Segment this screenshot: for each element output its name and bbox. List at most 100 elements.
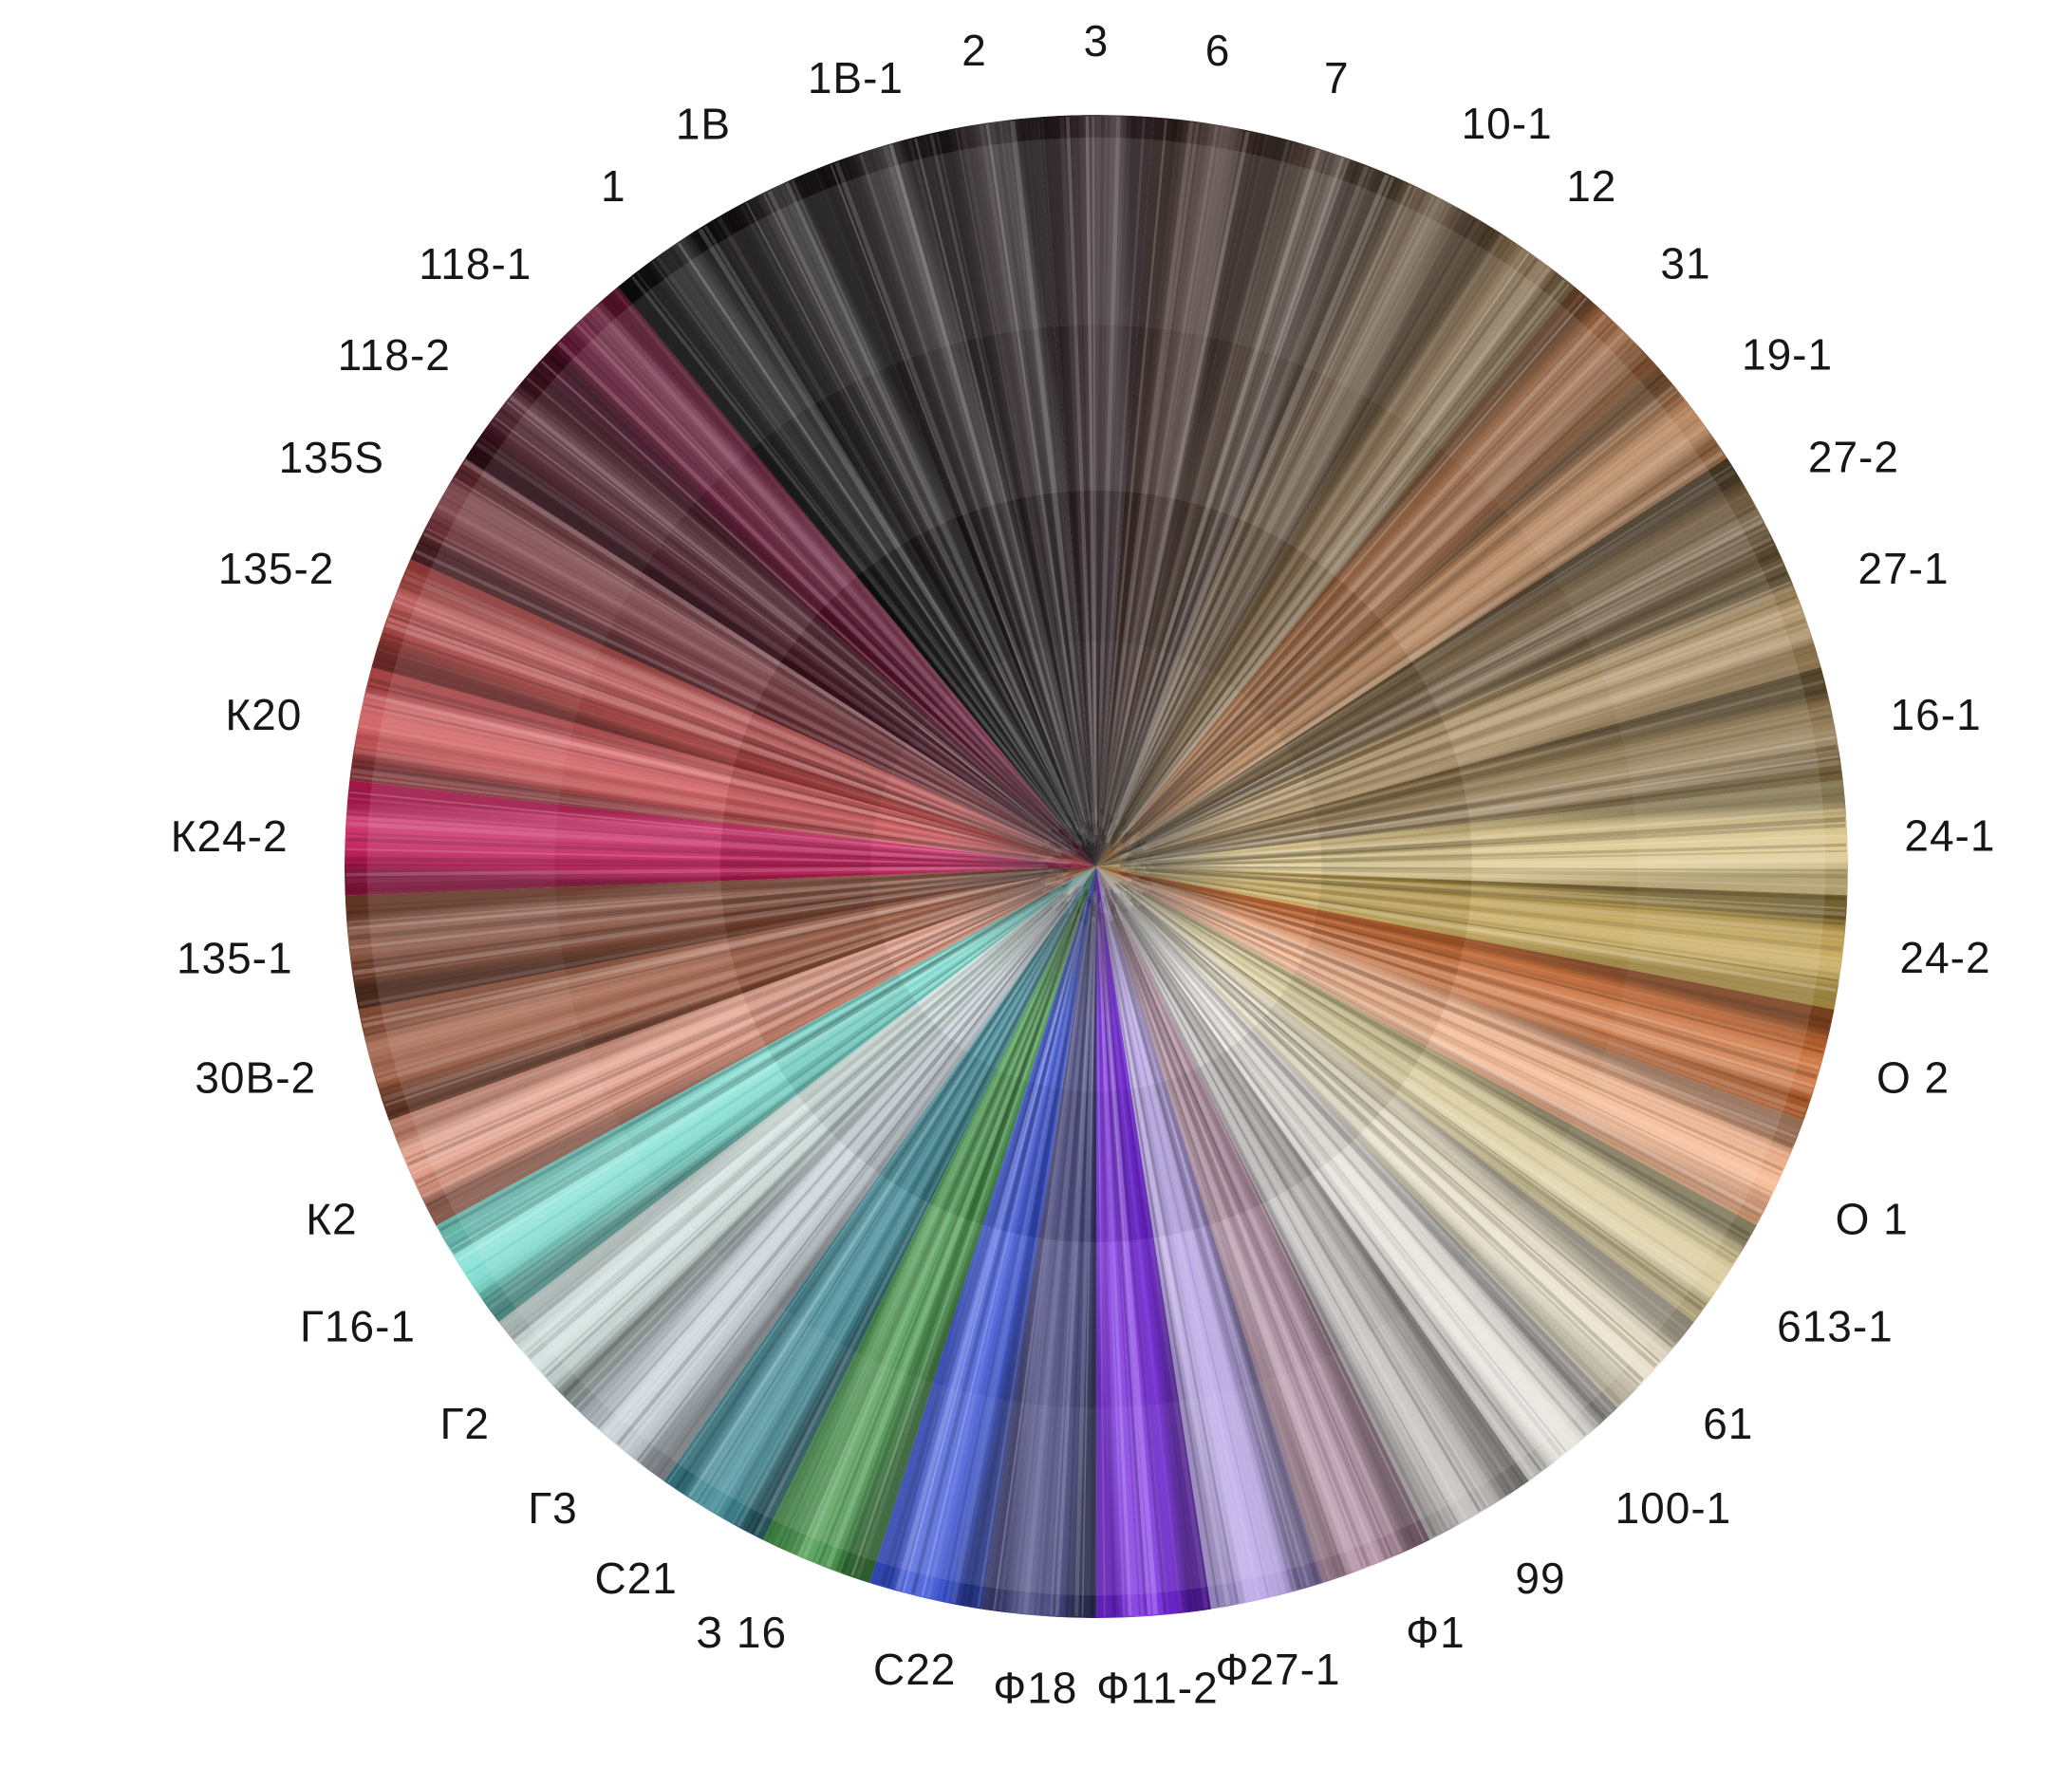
hair-strand: [419, 541, 1045, 843]
hair-strand: [551, 348, 1056, 828]
hair-strand: [717, 216, 1080, 836]
segment-shading: [1096, 866, 1804, 1226]
weft-band: [1440, 304, 1641, 507]
segment-shading: [712, 169, 1096, 866]
hair-strand: [357, 733, 1063, 864]
hair-strand: [365, 873, 1058, 1043]
hair-strand: [485, 430, 1057, 839]
weft-band: [1314, 767, 1470, 841]
hair-strand: [352, 868, 1063, 972]
weft-band: [880, 1051, 997, 1203]
hair-strand: [697, 891, 1081, 1503]
weft-band: [1275, 974, 1427, 1095]
hair-strand: [351, 767, 1040, 862]
weft-band: [1312, 1137, 1472, 1310]
hair-strand: [1027, 119, 1093, 818]
hair-strand: [1113, 252, 1530, 842]
hair-strand: [457, 885, 1064, 1262]
hair-strand: [1111, 159, 1350, 824]
segment-label: 2: [961, 26, 987, 75]
weft-band: [1500, 381, 1708, 572]
hair-strand: [1145, 771, 1841, 862]
segment-label: 99: [1515, 1554, 1565, 1603]
hair-strand: [1121, 418, 1700, 848]
hair-strand: [780, 914, 1075, 1548]
hair-strand: [470, 896, 1051, 1284]
hair-strand: [1146, 866, 1846, 902]
hair-strand: [1099, 120, 1179, 815]
hair-strand: [1103, 912, 1240, 1604]
hair-strand: [1154, 865, 1847, 879]
hair-strand: [1134, 343, 1636, 830]
weft-band: [1458, 722, 1634, 824]
hair-strand: [1132, 679, 1824, 859]
hair-strand: [524, 888, 1071, 1355]
weft-band: [1449, 938, 1628, 1050]
weft-band: [1040, 137, 1152, 327]
hair-strand: [1101, 131, 1250, 831]
hair-strand: [722, 912, 1072, 1519]
hair-strand: [387, 882, 1046, 1117]
segment-shading: [358, 866, 1096, 1121]
hair-strand: [882, 145, 1091, 837]
hair-strand: [354, 871, 1057, 980]
weft-band: [1179, 1382, 1316, 1588]
weft-band: [1465, 881, 1637, 970]
hair-strand: [347, 805, 1057, 866]
segment-shading: [1096, 457, 1783, 866]
hair-strand: [1138, 671, 1821, 856]
hair-strand: [1140, 867, 1846, 910]
hair-strand: [1094, 116, 1105, 810]
hair-strand: [690, 233, 1070, 824]
weft-band: [753, 661, 907, 774]
hair-strand: [993, 907, 1092, 1610]
hair-strand: [355, 871, 1053, 991]
hair-strand: [914, 138, 1087, 823]
weft-band: [1225, 1029, 1357, 1174]
hair-strand: [355, 743, 1057, 863]
hair-strand: [1126, 873, 1813, 1095]
hair-strand: [668, 247, 1081, 843]
segment-shading: [349, 667, 1096, 866]
hair-strand: [1115, 210, 1463, 829]
hair-strand: [936, 912, 1088, 1600]
hair-strand: [568, 329, 1071, 840]
hair-strand: [1055, 917, 1096, 1616]
hair-strand: [485, 886, 1068, 1305]
hair-strand: [439, 891, 1050, 1232]
hair-strand: [1111, 897, 1446, 1532]
hair-strand: [527, 892, 1066, 1360]
hair-strand: [526, 377, 1067, 842]
hair-strand: [1114, 918, 1365, 1569]
hair-strand: [1122, 469, 1736, 852]
segment-shading: [1096, 866, 1835, 1121]
hair-strand: [791, 179, 1075, 817]
hair-strand: [1142, 604, 1801, 851]
hair-strand: [1134, 901, 1651, 1375]
weft-band: [558, 722, 735, 824]
hair-strand: [1103, 128, 1235, 819]
weft-band: [1055, 325, 1138, 493]
hair-strand: [1136, 609, 1802, 853]
hair-strand: [540, 360, 1074, 847]
hair-strand: [655, 256, 1073, 833]
hair-strand: [555, 888, 1073, 1389]
hair-strand: [1141, 890, 1751, 1237]
hair-strand: [624, 904, 1066, 1452]
hair-strand: [361, 877, 1038, 1022]
hair-strand: [1126, 267, 1551, 827]
weft-band: [677, 1309, 857, 1520]
hair-strand: [1122, 901, 1555, 1462]
segment-label: 27-1: [1858, 544, 1950, 593]
weft-band: [1469, 804, 1638, 887]
hair-strand: [1135, 873, 1830, 1030]
hair-strand: [1096, 916, 1126, 1616]
hair-strand: [1107, 923, 1255, 1601]
hair-strand: [1136, 888, 1748, 1241]
hair-strand: [1134, 550, 1779, 850]
hair-strand: [1090, 903, 1098, 1617]
hair-strand: [802, 896, 1085, 1558]
hair-strand: [347, 868, 1060, 923]
